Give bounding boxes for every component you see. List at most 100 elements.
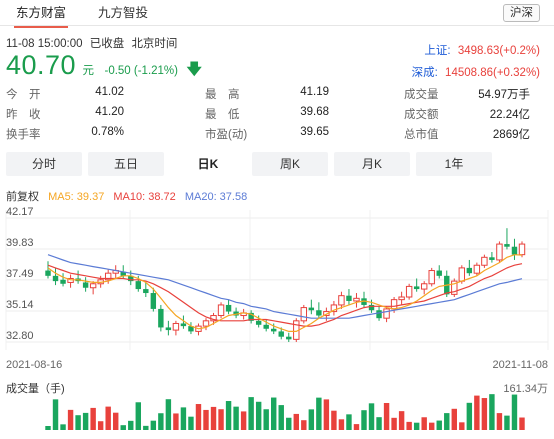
ma20-legend: MA20: 37.58: [184, 191, 248, 203]
candle-body: [60, 279, 66, 284]
volume-bar: [346, 414, 352, 430]
volume-bar: [135, 402, 141, 430]
candle-body: [255, 320, 262, 325]
candle-body: [180, 323, 187, 327]
ma-legend: 前复权 MA5: 39.37 MA10: 38.72 MA20: 37.58: [6, 188, 253, 204]
tab-dongfang[interactable]: 东方财富: [10, 3, 72, 28]
volume-bar: [195, 404, 202, 430]
candle-body: [316, 310, 322, 316]
candle-body: [263, 324, 269, 329]
volume-bar: [150, 420, 157, 430]
candle-body: [120, 271, 126, 276]
candle-body: [278, 331, 284, 337]
volume-bar: [316, 397, 322, 430]
candle-body: [225, 304, 232, 312]
candle-body: [135, 281, 141, 290]
stat-volume-label: 成交量: [404, 89, 439, 101]
candle-body: [458, 267, 466, 282]
volume-bar: [436, 420, 442, 430]
volume-bar: [90, 407, 96, 430]
candle-body: [128, 275, 134, 282]
candle-body: [202, 320, 210, 327]
candle-body: [511, 246, 518, 255]
ma10-legend: MA10: 38.72: [113, 191, 176, 203]
stat-volume-value: 54.97万手: [478, 89, 530, 101]
period-five-day-button[interactable]: 五日: [88, 152, 164, 176]
candle-body: [368, 304, 375, 311]
candle-body: [466, 267, 473, 274]
volume-bar: [188, 416, 194, 430]
tab-jiufang[interactable]: 九方智投: [98, 6, 149, 20]
volume-bar: [271, 397, 277, 430]
candle-body: [436, 270, 442, 276]
ma10-line: [47, 263, 523, 327]
index-shenzhen[interactable]: 深成: 14508.86(+0.32%): [412, 64, 540, 80]
candle-body: [104, 272, 112, 281]
stat-open-value: 41.02: [95, 86, 124, 98]
quote-timezone: 北京时间: [131, 38, 178, 50]
quote-datetime: 11-08 15:00:00 已收盘 北京时间: [6, 35, 177, 51]
y-tick-label: 32.80: [6, 330, 34, 342]
volume-bar: [173, 413, 179, 430]
index-shenzhen-label: 深成:: [411, 67, 438, 79]
candle-body: [52, 275, 59, 282]
stat-market-cap-value: 2869亿: [492, 129, 530, 141]
volume-bar: [67, 409, 74, 430]
volume-bar: [240, 411, 247, 430]
volume-max-label: 161.34万: [503, 383, 548, 395]
candle-body: [428, 270, 435, 285]
period-one-year-button[interactable]: 1年: [416, 152, 492, 176]
period-selector: 分时 五日 日K 周K 月K 1年: [6, 152, 549, 176]
index-shenzhen-value: 14508.86(+0.32%): [445, 67, 540, 79]
volume-bar: [225, 401, 232, 430]
candle-body: [518, 243, 526, 256]
volume-bar: [128, 420, 134, 430]
volume-bar: [203, 409, 209, 430]
top-tab-bar: 东方财富 九方智投 沪深: [0, 0, 554, 28]
period-intraday-button[interactable]: 分时: [6, 152, 82, 176]
volume-bar: [105, 406, 111, 430]
volume-bar: [263, 409, 269, 430]
index-shanghai[interactable]: 上证: 3498.63(+0.2%): [424, 42, 540, 58]
index-shanghai-value: 3498.63(+0.2%): [457, 45, 540, 57]
price-currency: 元: [82, 65, 95, 77]
period-weekly-k-button[interactable]: 周K: [252, 152, 328, 176]
candle-body: [248, 312, 254, 321]
stat-amount-label: 成交额: [404, 109, 439, 121]
volume-bar: [52, 399, 59, 430]
market-switch-button[interactable]: 沪深: [503, 4, 540, 22]
volume-bar: [451, 408, 457, 430]
ma20-line: [47, 254, 523, 319]
volume-bar: [353, 424, 360, 430]
candle-body: [165, 327, 172, 331]
candle-body: [188, 326, 194, 332]
volume-bar: [413, 422, 420, 430]
period-daily-k-button[interactable]: 日K: [170, 152, 246, 176]
volume-bar: [113, 412, 119, 430]
period-monthly-k-button[interactable]: 月K: [334, 152, 410, 176]
candle-body: [45, 270, 51, 276]
x-tick-end: 2021-11-08: [493, 359, 548, 371]
candle-body: [489, 257, 495, 260]
volume-bar: [398, 411, 405, 430]
candle-body: [496, 243, 503, 261]
down-arrow-icon: 🡇: [186, 61, 202, 78]
adjust-mode-label[interactable]: 前复权: [6, 191, 39, 203]
volume-bar: [391, 417, 397, 430]
candle-body: [271, 328, 277, 332]
volume-bar: [233, 406, 239, 430]
volume-bar: [444, 413, 450, 430]
volume-bar: [376, 417, 382, 430]
candle-body: [413, 286, 420, 290]
stat-turnover-label: 换手率: [6, 129, 41, 141]
volume-bar: [165, 399, 172, 430]
stat-amount-value: 22.24亿: [489, 109, 530, 121]
volume-bar: [466, 402, 473, 430]
y-tick-label: 42.17: [6, 206, 34, 218]
volume-bar: [293, 413, 299, 430]
stat-market-cap-label: 总市值: [404, 129, 439, 141]
y-tick-label: 37.49: [6, 268, 34, 280]
volume-bar: [255, 401, 262, 430]
candle-body: [346, 295, 352, 301]
